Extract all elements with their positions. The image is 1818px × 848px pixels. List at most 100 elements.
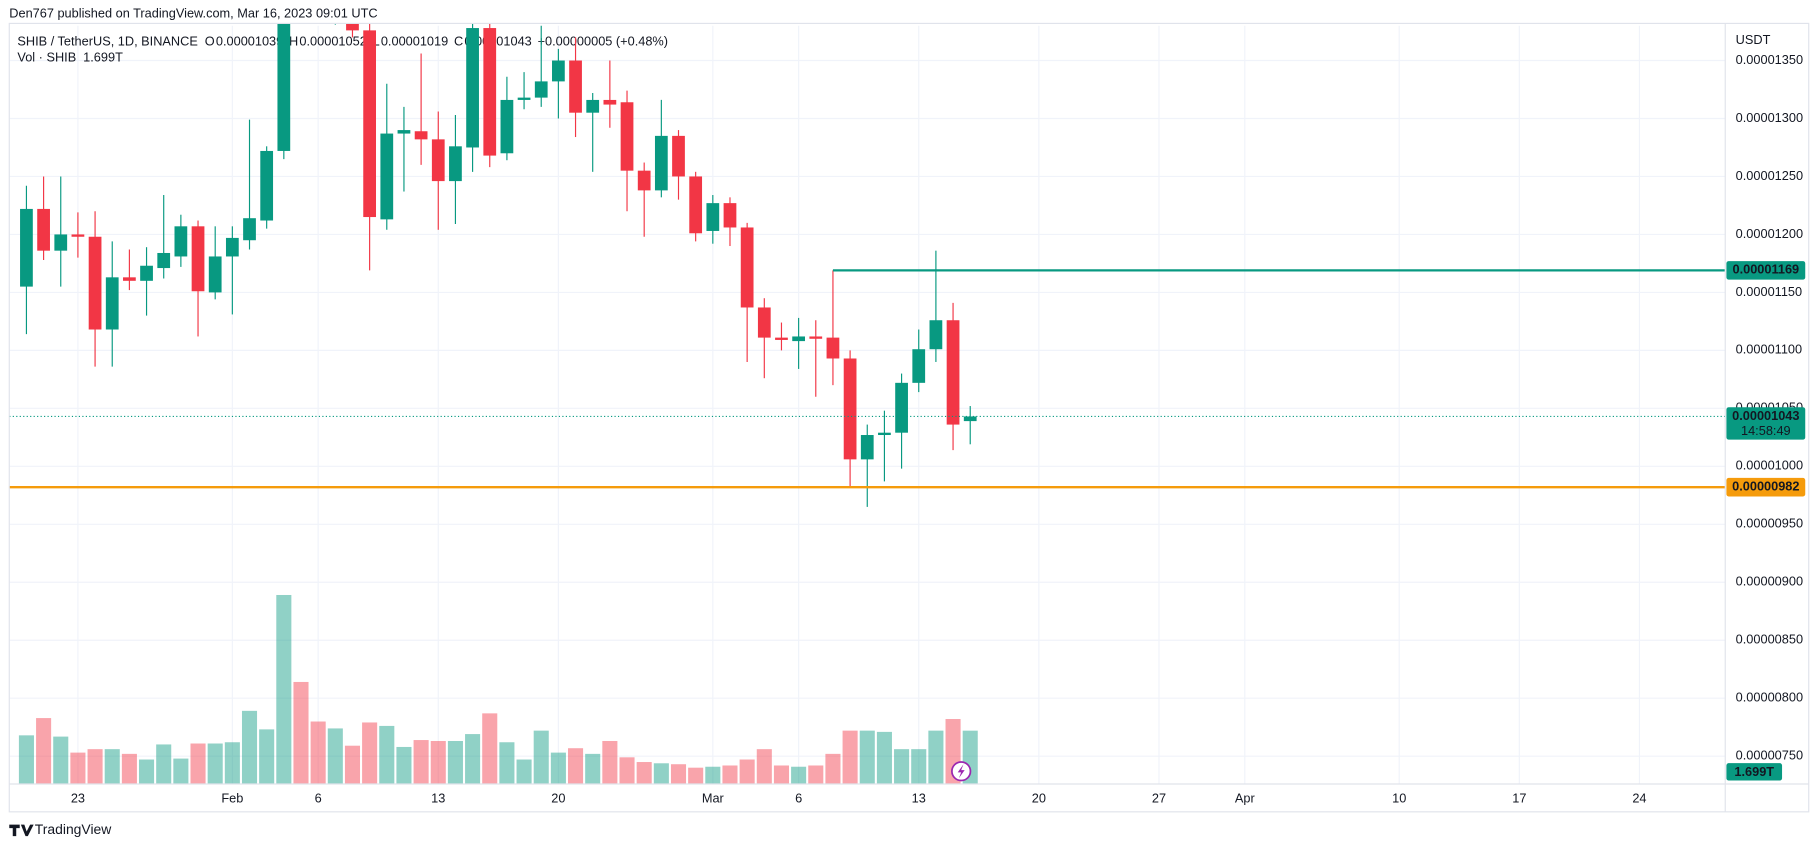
volume-bar — [533, 730, 549, 785]
volume-bar — [327, 728, 343, 785]
candle-body — [191, 226, 205, 292]
volume-bar — [430, 740, 446, 785]
candle-body — [775, 337, 788, 340]
footer-brand: TradingView — [35, 821, 112, 837]
candle-body — [208, 256, 222, 293]
candle-body — [363, 30, 377, 218]
candle-body — [225, 237, 239, 257]
volume-bar — [190, 743, 206, 785]
volume-bar — [224, 742, 240, 785]
x-tick-label: 6 — [795, 790, 802, 805]
candle-body — [723, 203, 737, 228]
volume-bar — [550, 752, 566, 785]
currency-label: USDT — [1736, 32, 1771, 47]
volume-bar — [18, 735, 34, 785]
volume-bar — [104, 749, 120, 785]
volume-bar — [465, 734, 481, 785]
volume-bar — [70, 752, 86, 785]
volume-axis-label: 1.699T — [1734, 764, 1774, 779]
candle-body — [706, 203, 720, 231]
x-tick-label: 17 — [1512, 790, 1526, 805]
volume-bar — [276, 594, 292, 785]
candle-body — [123, 277, 136, 281]
volume-bar — [413, 740, 429, 785]
y-tick-label: 0.00001000 — [1736, 458, 1803, 473]
x-tick-label: Mar — [702, 790, 725, 805]
ohlc-value: 0.00001043 — [464, 33, 531, 48]
candle-body — [672, 135, 685, 177]
volume-bar — [207, 743, 223, 785]
countdown-label: 14:58:49 — [1741, 423, 1791, 438]
x-tick-label: 13 — [912, 790, 926, 805]
candle-body — [569, 60, 582, 113]
volume-bar — [670, 764, 687, 785]
candle-body — [500, 99, 514, 154]
x-tick-label: 23 — [71, 790, 85, 805]
volume-bar — [688, 767, 704, 785]
y-tick-label: 0.00000750 — [1736, 748, 1803, 763]
candle-body — [552, 60, 565, 82]
candle-body — [517, 97, 531, 100]
candle-body — [792, 336, 805, 342]
volume-bar — [36, 718, 52, 785]
volume-bar — [139, 759, 155, 785]
volume-bar — [928, 730, 944, 785]
volume-bar — [379, 725, 395, 785]
volume-bar — [653, 763, 669, 785]
volume-bar — [362, 722, 378, 785]
levels — [9, 269, 1726, 489]
volume-pane — [18, 594, 978, 785]
y-tick-label: 0.00001300 — [1736, 110, 1803, 125]
volume-bar — [619, 757, 635, 785]
volume-bar — [756, 749, 772, 785]
volume-bar — [516, 759, 532, 785]
legend: SHIB / TetherUS, 1D, BINANCE O 0.00001039 H… — [17, 33, 668, 64]
volume-bar — [447, 740, 463, 785]
volume-bar — [825, 753, 841, 785]
x-tick-label: 27 — [1152, 790, 1166, 805]
volume-bar — [602, 740, 618, 785]
candle-body — [689, 176, 703, 234]
candle-body — [860, 435, 874, 460]
volume-bar — [396, 746, 412, 785]
last-price-label: 0.00001043 — [1732, 408, 1799, 423]
volume-bar — [53, 736, 69, 785]
volume-bar — [344, 745, 361, 785]
candle-body — [809, 336, 823, 339]
y-tick-label: 0.00001100 — [1736, 342, 1802, 357]
volume-bar — [121, 753, 137, 785]
volume-bar — [636, 762, 652, 785]
x-tick-label: 20 — [551, 790, 565, 805]
candle-body — [878, 432, 891, 436]
candle-body — [449, 146, 462, 182]
frame — [8, 22, 1810, 813]
candle-body — [757, 307, 771, 338]
x-tick-label: 20 — [1032, 790, 1046, 805]
volume-bar — [791, 766, 807, 785]
y-tick-label: 0.00000950 — [1736, 516, 1803, 531]
y-tick-label: 0.00001200 — [1736, 226, 1803, 241]
candle-body — [826, 337, 840, 359]
level-label: 0.00000982 — [1732, 479, 1799, 494]
volume-value: 1.699T — [83, 50, 123, 65]
ohlc-value: 0.00001052 — [299, 33, 366, 48]
volume-bar — [773, 765, 789, 785]
volume-bar — [859, 730, 875, 785]
x-tick-label: Apr — [1235, 790, 1256, 805]
volume-bar — [173, 758, 189, 785]
candle-body — [260, 150, 274, 221]
x-tick-label: 10 — [1392, 790, 1406, 805]
last-price-box — [1726, 407, 1806, 440]
ohlc-key: L — [373, 33, 380, 48]
candles — [20, 23, 977, 507]
candle-body — [431, 139, 445, 182]
x-tick-label: Feb — [221, 790, 243, 805]
candle-body — [157, 252, 171, 269]
candle-body — [637, 170, 651, 191]
ohlc-value: 0.00001039 — [216, 33, 283, 48]
level-label: 0.00001169 — [1732, 262, 1799, 277]
footer-logo — [9, 824, 34, 837]
change-value: +0.00000005 (+0.48%) — [538, 33, 668, 48]
candle-body — [946, 320, 960, 425]
